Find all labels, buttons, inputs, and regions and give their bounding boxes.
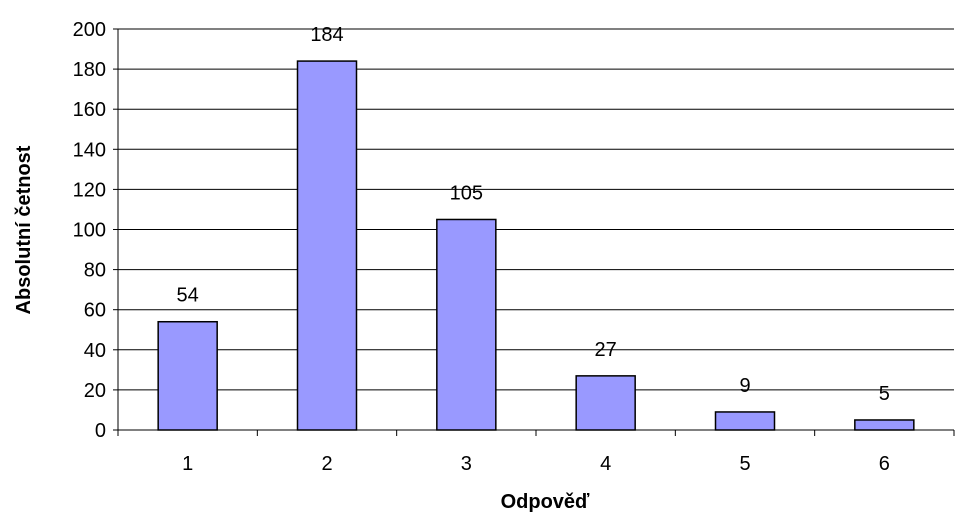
bars xyxy=(157,60,915,431)
x-tick-label: 2 xyxy=(321,453,332,475)
bar xyxy=(157,320,218,431)
grid-lines xyxy=(118,28,954,391)
x-tick-labels: 1 2 3 4 5 6 xyxy=(182,453,890,475)
x-tick-label: 1 xyxy=(182,453,193,475)
y-tick-label: 60 xyxy=(84,300,106,322)
y-tick-label: 20 xyxy=(84,380,106,402)
bar xyxy=(296,60,358,431)
y-tick-label: 100 xyxy=(73,220,106,242)
data-label: 5 xyxy=(879,383,890,405)
bar xyxy=(575,375,636,431)
y-tick-label: 80 xyxy=(84,260,106,282)
data-label: 184 xyxy=(310,24,343,46)
x-axis-title: Odpověď xyxy=(501,491,590,513)
y-tick-labels: 0 20 40 60 80 100 120 140 160 180 200 xyxy=(73,19,106,442)
data-label: 105 xyxy=(450,182,483,204)
y-tick-label: 180 xyxy=(73,59,106,81)
data-labels: 54 184 105 27 9 5 xyxy=(177,24,890,405)
y-axis-title: Absolutní četnost xyxy=(13,145,35,314)
y-tick-label: 120 xyxy=(73,179,106,201)
y-tick-label: 200 xyxy=(73,19,106,41)
data-label: 27 xyxy=(595,339,617,361)
y-tick-label: 160 xyxy=(73,99,106,121)
data-label: 9 xyxy=(739,375,750,397)
y-tick-label: 0 xyxy=(95,420,106,442)
y-tick-label: 40 xyxy=(84,340,106,362)
bar xyxy=(714,411,776,431)
bar xyxy=(854,419,915,431)
axes xyxy=(113,28,955,436)
bar xyxy=(436,218,497,431)
y-tick-label: 140 xyxy=(73,139,106,161)
data-label: 54 xyxy=(177,285,199,307)
x-tick-label: 4 xyxy=(600,453,611,475)
x-tick-label: 6 xyxy=(879,453,890,475)
x-tick-label: 3 xyxy=(461,453,472,475)
x-tick-label: 5 xyxy=(739,453,750,475)
